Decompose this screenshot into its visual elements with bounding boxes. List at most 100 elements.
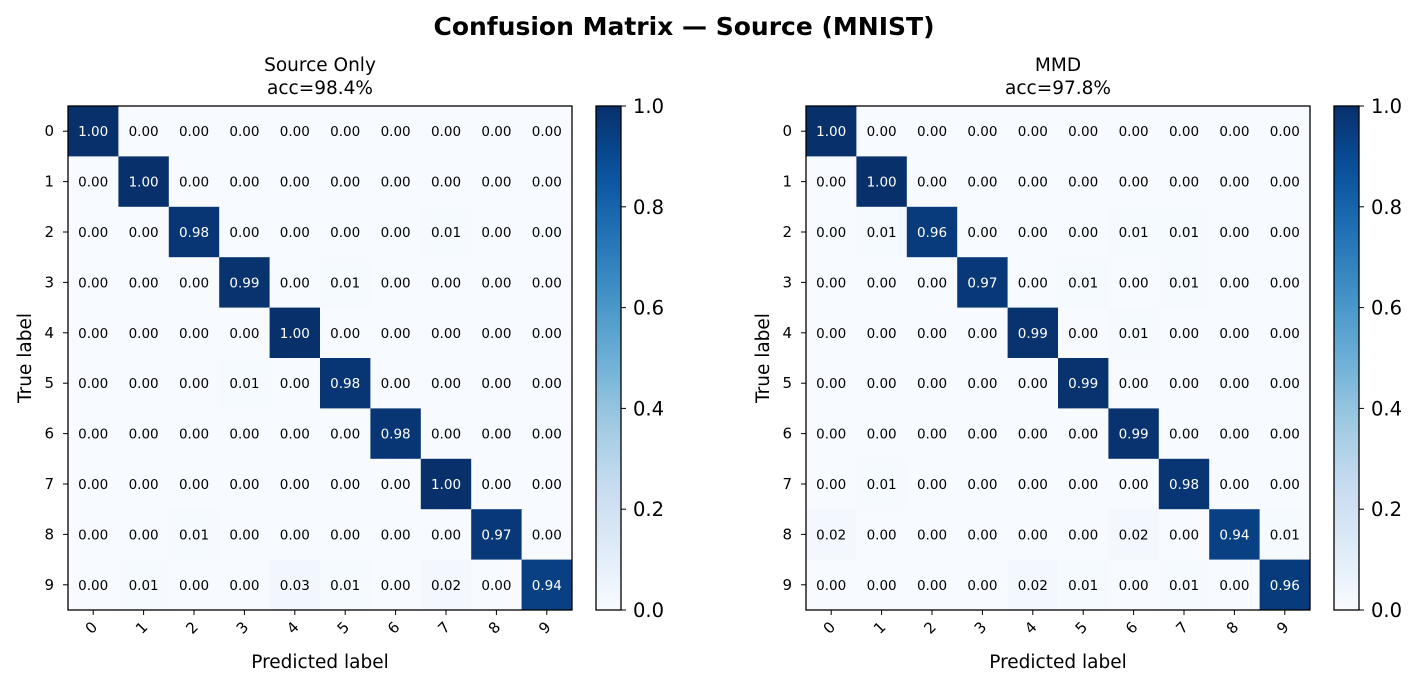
heatmap-cell bbox=[521, 559, 573, 611]
cell-value-label: 0.00 bbox=[78, 326, 108, 342]
heatmap-cell bbox=[219, 257, 271, 309]
cell-value-label: 0.00 bbox=[1119, 376, 1149, 392]
heatmap-cell bbox=[219, 458, 271, 510]
cell-value-label: 0.00 bbox=[1119, 124, 1149, 140]
heatmap-cell bbox=[168, 458, 220, 510]
heatmap-cell bbox=[856, 156, 908, 208]
y-tick-label: 1 bbox=[782, 173, 792, 191]
cell-value-label: 0.00 bbox=[816, 477, 846, 493]
cell-value-label: 0.01 bbox=[1068, 578, 1098, 594]
cell-value-label: 0.00 bbox=[967, 477, 997, 493]
cell-value-label: 0.00 bbox=[816, 376, 846, 392]
cell-value-label: 0.02 bbox=[816, 527, 846, 543]
heatmap-cell bbox=[370, 559, 422, 611]
heatmap-cell bbox=[68, 156, 119, 208]
heatmap-cell bbox=[219, 408, 271, 460]
heatmap-cell bbox=[471, 509, 523, 561]
y-axis-label: True label bbox=[15, 313, 36, 404]
cell-value-label: 0.00 bbox=[1169, 527, 1199, 543]
cell-value-label: 0.00 bbox=[1018, 225, 1048, 241]
heatmap-cell bbox=[471, 106, 523, 157]
heatmap-cell bbox=[1108, 509, 1160, 561]
cell-value-label: 0.00 bbox=[129, 326, 159, 342]
heatmap-cell bbox=[320, 257, 371, 309]
heatmap-cell bbox=[1209, 408, 1261, 460]
heatmap-cell bbox=[269, 257, 321, 309]
cell-value-label: 0.99 bbox=[229, 275, 259, 291]
x-axis-label: Predicted label bbox=[251, 652, 388, 673]
heatmap-cell bbox=[1158, 106, 1210, 157]
heatmap-cell bbox=[420, 106, 472, 157]
heatmap-cell bbox=[1108, 206, 1160, 258]
cell-value-label: 0.00 bbox=[1018, 477, 1048, 493]
cell-value-label: 0.00 bbox=[431, 527, 461, 543]
heatmap-cell bbox=[420, 458, 472, 510]
x-tick-label: 7 bbox=[1172, 618, 1191, 637]
heatmap-cell bbox=[1209, 509, 1261, 561]
colorbar-tick-label: 1.0 bbox=[633, 95, 664, 118]
colorbar-tick-label: 0.4 bbox=[1371, 397, 1402, 420]
heatmap-cell bbox=[1259, 257, 1311, 309]
colorbar-tick-label: 0.2 bbox=[633, 498, 664, 521]
cell-value-label: 0.00 bbox=[381, 578, 411, 594]
cell-value-label: 0.00 bbox=[179, 326, 209, 342]
colorbar-tick-label: 0.8 bbox=[1371, 196, 1402, 219]
cell-value-label: 0.01 bbox=[1169, 578, 1199, 594]
heatmap-cell bbox=[957, 408, 1009, 460]
cell-value-label: 0.00 bbox=[78, 427, 108, 443]
heatmap-cell bbox=[1108, 257, 1160, 309]
cell-value-label: 0.00 bbox=[481, 225, 511, 241]
heatmap-cell bbox=[1259, 509, 1311, 561]
cell-value-label: 0.94 bbox=[532, 578, 562, 594]
cell-value-label: 0.00 bbox=[280, 427, 310, 443]
cell-value-label: 0.00 bbox=[129, 376, 159, 392]
heatmap-cell bbox=[320, 106, 371, 157]
cell-value-label: 0.00 bbox=[481, 477, 511, 493]
heatmap-cell bbox=[957, 559, 1009, 611]
heatmap-cell bbox=[471, 206, 523, 258]
y-tick-label: 5 bbox=[44, 374, 54, 392]
heatmap-cell bbox=[219, 206, 271, 258]
heatmap-cell bbox=[806, 509, 857, 561]
x-tick-label: 9 bbox=[1273, 618, 1292, 637]
colorbar-tick-label: 0.0 bbox=[633, 599, 664, 622]
cell-value-label: 0.00 bbox=[1119, 275, 1149, 291]
cell-value-label: 1.00 bbox=[129, 175, 159, 191]
heatmap-cell bbox=[168, 509, 220, 561]
heatmap-cell bbox=[168, 206, 220, 258]
cell-value-label: 0.00 bbox=[78, 527, 108, 543]
heatmap-cell bbox=[856, 206, 908, 258]
y-tick-label: 4 bbox=[44, 324, 54, 342]
heatmap-cell bbox=[906, 509, 958, 561]
heatmap-cell bbox=[957, 509, 1009, 561]
colorbar-tick-label: 0.6 bbox=[1371, 297, 1402, 320]
cell-value-label: 0.00 bbox=[1169, 124, 1199, 140]
heatmap-cell bbox=[806, 559, 857, 611]
cell-value-label: 0.00 bbox=[179, 124, 209, 140]
heatmap-cell bbox=[168, 307, 220, 359]
x-tick-label: 6 bbox=[384, 618, 403, 637]
heatmap-cell bbox=[269, 358, 321, 409]
cell-value-label: 0.00 bbox=[1219, 376, 1249, 392]
cell-value-label: 0.00 bbox=[867, 578, 897, 594]
cell-value-label: 0.00 bbox=[330, 326, 360, 342]
heatmap-cell bbox=[1108, 358, 1160, 409]
cell-value-label: 0.00 bbox=[1270, 275, 1300, 291]
heatmap-cell bbox=[269, 408, 321, 460]
heatmap-cell bbox=[118, 257, 170, 309]
heatmap-cell bbox=[1158, 408, 1210, 460]
cell-value-label: 0.00 bbox=[381, 175, 411, 191]
heatmap-cell bbox=[957, 458, 1009, 510]
heatmap-cell bbox=[906, 559, 958, 611]
x-tick-label: 6 bbox=[1122, 618, 1141, 637]
cell-value-label: 0.00 bbox=[967, 527, 997, 543]
cell-value-label: 0.00 bbox=[481, 124, 511, 140]
heatmap-cell bbox=[521, 458, 573, 510]
cell-value-label: 0.00 bbox=[481, 175, 511, 191]
cell-value-label: 0.02 bbox=[1018, 578, 1048, 594]
cell-value-label: 0.00 bbox=[229, 578, 259, 594]
cell-value-label: 0.00 bbox=[381, 527, 411, 543]
cell-value-label: 0.00 bbox=[280, 225, 310, 241]
x-tick-label: 1 bbox=[870, 618, 889, 637]
heatmap-cell bbox=[1209, 206, 1261, 258]
